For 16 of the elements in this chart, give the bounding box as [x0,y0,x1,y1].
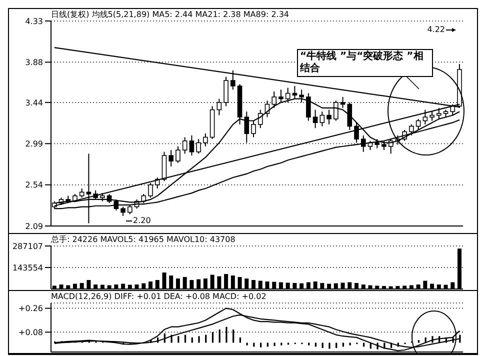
y-tick-label: 3.44 [25,98,43,108]
chart-subtitle: MACD(12,26,9) DIFF: +0.01 DEA: +0.08 MACD: +0.02 [51,292,266,302]
y-tick-label: 287107 [12,242,43,251]
annotation: 4.22 [426,25,445,35]
annotation: “牛特线 ”与“突破形态 ”相结合 [297,49,433,77]
y-tick-label: 143554 [12,263,43,272]
chart-subtitle: 日线(复权) 均线5(5,21,89) MA5: 2.44 MA21: 2.38 MA89: 2.34 [51,10,290,20]
y-tick-label: 2.99 [25,139,43,148]
y-tick-label: 2.54 [25,180,43,190]
y-tick-label: 4.33 [25,16,43,26]
y-tick-label: +0.26 [18,304,43,314]
y-tick-label: +0.08 [18,328,43,337]
chart-subtitle: 总手: 24226 MAVOL5: 41965 MAVOL10: 43708 [51,235,236,245]
y-tick-label: 3.88 [25,58,43,68]
y-tick-label: 2.09 [25,222,43,231]
annotation: 2.20 [133,216,151,226]
